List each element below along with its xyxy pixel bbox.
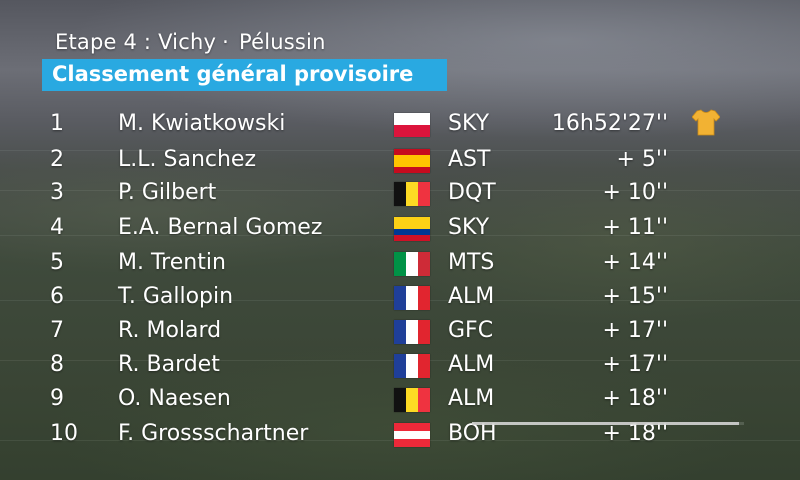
team-code: SKY (448, 215, 490, 240)
rank-number: 8 (50, 352, 64, 377)
rank-number: 5 (50, 250, 64, 275)
time-gap: + 15'' (602, 284, 668, 309)
rider-name: L.L. Sanchez (118, 147, 257, 172)
table-row: 8 R. Bardet ALM + 17'' (0, 349, 800, 383)
stage-label: Etape 4 : Vichy (55, 30, 217, 54)
rank-number: 2 (50, 147, 64, 172)
rider-name: R. Bardet (118, 352, 220, 377)
time-gap: + 18'' (602, 421, 668, 446)
spain-flag-icon (394, 149, 430, 173)
rider-name: T. Gallopin (118, 284, 234, 309)
time-gap: 16h52'27'' (551, 111, 668, 136)
team-code: AST (448, 147, 491, 172)
table-row: 10 F. Grossschartner BOH + 18'' (0, 418, 800, 452)
team-code: GFC (448, 318, 494, 343)
table-row: 2 L.L. Sanchez AST + 5'' (0, 144, 800, 178)
rider-name: R. Molard (118, 318, 222, 343)
classification-banner: Classement général provisoire (42, 59, 447, 91)
rank-number: 4 (50, 215, 64, 240)
time-gap: + 18'' (602, 386, 668, 411)
time-gap: + 17'' (602, 352, 668, 377)
rank-number: 9 (50, 386, 64, 411)
rider-name: F. Grossschartner (118, 421, 309, 446)
team-code: BOH (448, 421, 497, 446)
progress-fill (472, 422, 739, 425)
time-gap: + 17'' (602, 318, 668, 343)
colombia-flag-icon (394, 217, 430, 241)
table-row: 9 O. Naesen ALM + 18'' (0, 383, 800, 417)
table-row: 5 M. Trentin MTS + 14'' (0, 247, 800, 281)
team-code: ALM (448, 386, 495, 411)
team-code: MTS (448, 250, 495, 275)
table-row: 7 R. Molard GFC + 17'' (0, 315, 800, 349)
france-flag-icon (394, 286, 430, 310)
team-code: DQT (448, 180, 496, 205)
france-flag-icon (394, 354, 430, 378)
team-code: SKY (448, 111, 490, 136)
progress-track (472, 422, 744, 425)
austria-flag-icon (394, 423, 430, 447)
time-gap: + 5'' (616, 147, 668, 172)
rider-name: E.A. Bernal Gomez (118, 215, 323, 240)
poland-flag-icon (394, 113, 430, 137)
table-row: 1 M. Kwiatkowski SKY 16h52'27'' (0, 108, 800, 142)
table-row: 3 P. Gilbert DQT + 10'' (0, 177, 800, 211)
rank-number: 3 (50, 180, 64, 205)
team-code: ALM (448, 352, 495, 377)
banner-title: Classement général provisoire (52, 62, 414, 86)
france-flag-icon (394, 320, 430, 344)
team-code: ALM (448, 284, 495, 309)
rank-number: 7 (50, 318, 64, 343)
rider-name: M. Kwiatkowski (118, 111, 286, 136)
rank-number: 6 (50, 284, 64, 309)
rank-number: 10 (50, 421, 78, 446)
rider-name: P. Gilbert (118, 180, 217, 205)
rider-name: M. Trentin (118, 250, 226, 275)
italy-flag-icon (394, 252, 430, 276)
belgium-flag-icon (394, 388, 430, 412)
time-gap: + 11'' (602, 215, 668, 240)
belgium-flag-icon (394, 182, 430, 206)
stage-title: Etape 4 : Vichy · Pélussin (55, 30, 326, 54)
yellow-jersey-icon (692, 109, 720, 136)
table-row: 6 T. Gallopin ALM + 15'' (0, 281, 800, 315)
time-gap: + 10'' (602, 180, 668, 205)
stage-destination: Pélussin (239, 30, 326, 54)
rider-name: O. Naesen (118, 386, 231, 411)
stage-separator: · (222, 30, 229, 54)
time-gap: + 14'' (602, 250, 668, 275)
rank-number: 1 (50, 111, 64, 136)
table-row: 4 E.A. Bernal Gomez SKY + 11'' (0, 212, 800, 246)
